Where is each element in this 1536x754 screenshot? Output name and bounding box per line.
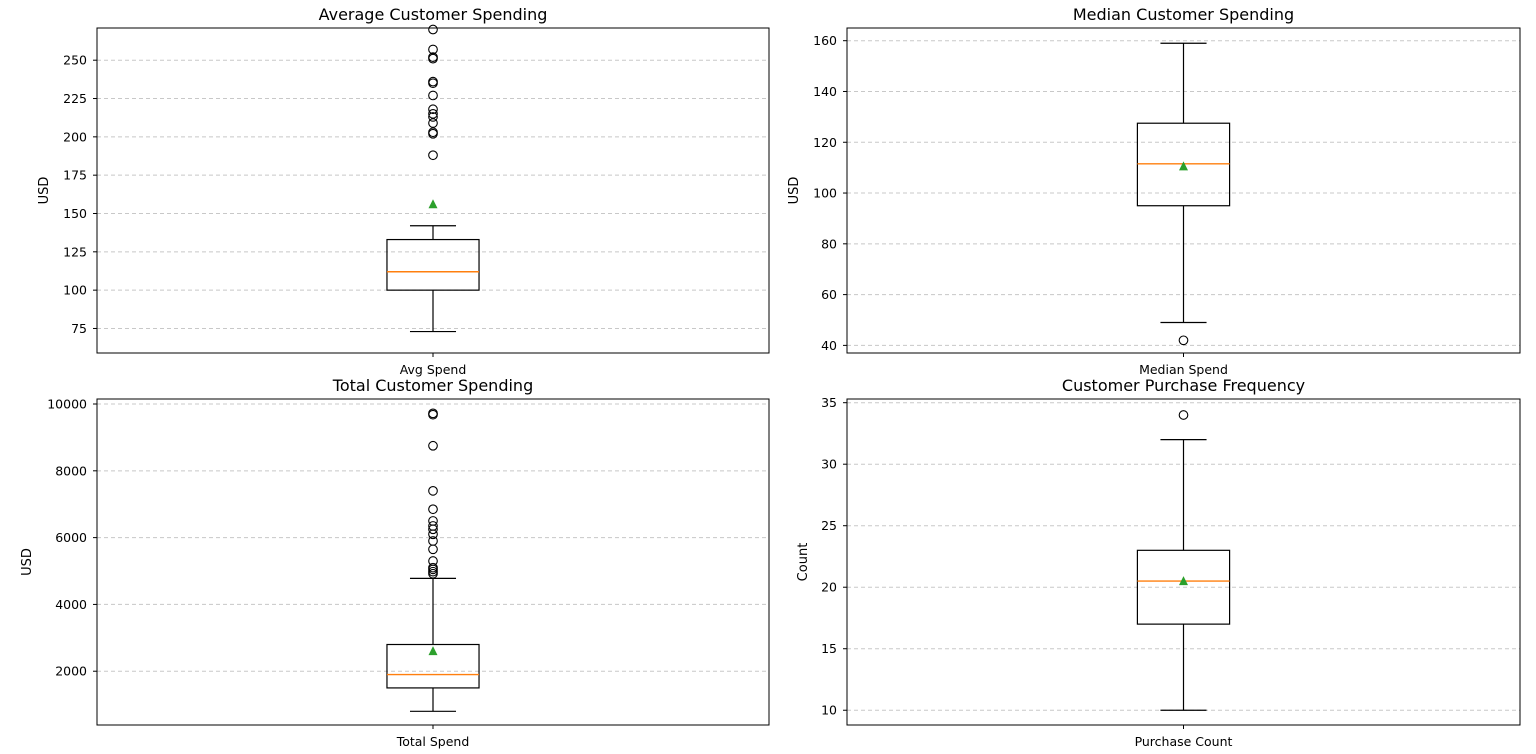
chart-panel-2: 40 60 80 100 120 140 160 Median Spend Median Cus… <box>787 5 1521 377</box>
y-tick-label: 160 <box>813 33 837 48</box>
y-tick-label: 140 <box>813 84 837 99</box>
outlier-point <box>428 76 438 87</box>
y-axis-label: USD <box>37 177 52 205</box>
y-tick-label: 40 <box>821 338 837 353</box>
y-tick-label: 150 <box>63 206 87 221</box>
outlier-point <box>428 504 438 515</box>
y-tick-label: 8000 <box>55 463 87 478</box>
outlier-point <box>1178 410 1189 420</box>
y-tick-label: 120 <box>813 135 837 150</box>
outlier-point <box>428 127 438 138</box>
mean-marker <box>428 646 438 656</box>
y-axis-label: Count <box>796 543 811 582</box>
y-tick-label: 100 <box>813 186 837 201</box>
y-tick-label: 4000 <box>55 597 87 612</box>
chart-title: Customer Purchase Frequency <box>1062 376 1305 395</box>
y-tick-label: 225 <box>63 91 87 106</box>
y-tick-label: 175 <box>63 168 87 183</box>
outlier-point <box>428 556 438 566</box>
x-tick-label: Median Spend <box>1139 362 1228 377</box>
outlier-point <box>428 562 438 573</box>
outlier-point <box>1178 335 1189 346</box>
outlier-point <box>428 150 438 161</box>
y-tick-label: 200 <box>63 129 87 144</box>
outlier-point <box>428 440 438 451</box>
outlier-point <box>428 104 438 115</box>
box <box>1136 549 1231 625</box>
y-tick-label: 80 <box>821 236 837 251</box>
chart-title: Average Customer Spending <box>319 5 548 24</box>
mean-marker <box>428 199 438 209</box>
y-tick-label: 35 <box>821 395 837 410</box>
y-tick-label: 25 <box>821 518 837 533</box>
x-tick-label: Total Spend <box>396 734 470 749</box>
y-tick-label: 100 <box>63 283 87 298</box>
y-tick-label: 30 <box>821 457 837 472</box>
y-axis-label: USD <box>20 548 35 576</box>
y-tick-label: 20 <box>821 580 837 595</box>
outlier-point <box>428 521 438 531</box>
outlier-point <box>428 90 438 101</box>
mean-marker <box>1179 161 1188 171</box>
y-tick-label: 60 <box>821 287 837 302</box>
y-tick-label: 6000 <box>55 530 87 545</box>
outlier-point <box>428 408 438 419</box>
chart-panel-1: 75 100 125 150 175 200 225 250 Avg Spend Average … <box>37 5 770 377</box>
chart-panel-4: 10 15 20 25 30 35 Purchase Count Customer Purch… <box>796 376 1521 749</box>
x-tick-label: Purchase Count <box>1135 734 1233 749</box>
y-tick-label: 250 <box>63 53 87 68</box>
box <box>386 238 480 291</box>
x-tick-label: Avg Spend <box>400 362 467 377</box>
outlier-point <box>428 536 438 546</box>
box <box>386 643 480 689</box>
mean-marker <box>1179 576 1188 586</box>
outlier-point <box>428 544 438 555</box>
chart-title: Total Customer Spending <box>332 376 533 395</box>
outlier-point <box>428 44 438 55</box>
chart-panel-3: 2000 4000 6000 8000 10000 Total Spend Total Cu… <box>20 376 770 749</box>
outlier-point <box>428 486 438 496</box>
y-tick-label: 15 <box>821 641 837 656</box>
outlier-point <box>428 516 438 526</box>
y-axis-label: USD <box>787 177 802 205</box>
outlier-point <box>428 24 438 35</box>
y-tick-label: 10 <box>821 703 837 718</box>
outlier-point <box>428 108 438 119</box>
y-tick-label: 2000 <box>55 664 87 679</box>
outlier-point <box>428 112 438 122</box>
chart-title: Median Customer Spending <box>1073 5 1294 24</box>
y-tick-label: 75 <box>71 321 87 336</box>
y-tick-label: 10000 <box>47 397 87 412</box>
outlier-point <box>428 52 438 62</box>
outlier-point <box>428 566 438 577</box>
outlier-point <box>428 118 438 128</box>
y-tick-label: 125 <box>63 244 87 259</box>
axes-frame <box>96 398 770 726</box>
